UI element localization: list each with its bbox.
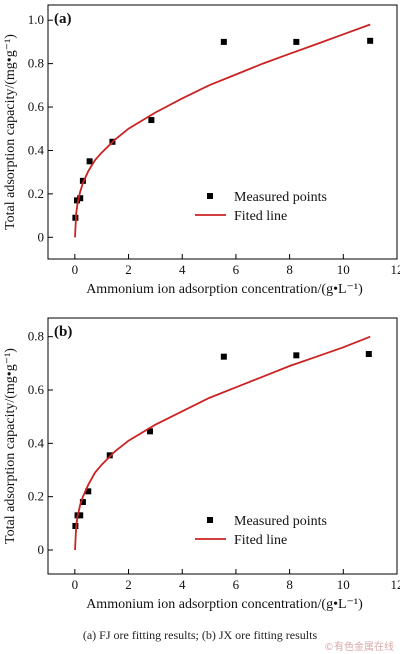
legend-point-swatch bbox=[207, 517, 213, 523]
panel-label: (b) bbox=[54, 324, 72, 340]
y-tick-label: 0.8 bbox=[28, 329, 44, 344]
legend-label: Fited line bbox=[234, 533, 287, 548]
measured-point bbox=[77, 512, 84, 519]
legend-label: Measured points bbox=[234, 514, 327, 529]
measured-point bbox=[293, 352, 300, 359]
x-tick-label: 4 bbox=[179, 577, 186, 592]
panel-label: (a) bbox=[54, 11, 72, 27]
x-tick-label: 10 bbox=[337, 577, 350, 592]
x-tick-label: 6 bbox=[233, 577, 240, 592]
x-axis-label: Ammonium ion adsorption concentration/(g… bbox=[86, 597, 363, 612]
x-tick-label: 2 bbox=[125, 577, 132, 592]
chart-panel-a: 0 2 4 6 8 10 12 0 0.2 0.4 0.6 0.8 1.0 Ammonium ion ad… bbox=[3, 4, 400, 297]
x-tick-label: 0 bbox=[72, 262, 79, 277]
measured-point bbox=[148, 117, 155, 124]
measured-point bbox=[85, 488, 92, 495]
measured-point bbox=[293, 38, 300, 45]
x-tick-label: 12 bbox=[391, 262, 400, 277]
y-tick-label: 0.6 bbox=[28, 382, 45, 397]
legend-label: Fited line bbox=[234, 209, 287, 224]
measured-point bbox=[367, 37, 374, 44]
legend-point-swatch bbox=[207, 193, 213, 199]
fitted-line bbox=[74, 335, 371, 551]
measured-point bbox=[79, 499, 86, 505]
y-tick-label: 0.2 bbox=[28, 489, 44, 504]
fitted-line bbox=[74, 23, 371, 238]
y-tick-label: 0.2 bbox=[28, 186, 44, 201]
x-axis-label: Ammonium ion adsorption concentration/(g… bbox=[86, 282, 363, 297]
measured-point bbox=[365, 351, 372, 357]
y-axis-label: Total adsorption capacity/(mg•g⁻¹) bbox=[3, 348, 18, 544]
y-axis-label: Total adsorption capacity/(mg•g⁻¹) bbox=[3, 34, 18, 230]
measured-point bbox=[147, 428, 154, 435]
legend-label: Measured points bbox=[234, 190, 327, 205]
x-tick-label: 0 bbox=[72, 577, 79, 592]
measured-point bbox=[220, 353, 227, 360]
x-tick-label: 8 bbox=[286, 577, 293, 592]
figure-caption: (a) FJ ore fitting results; (b) JX ore f… bbox=[82, 628, 318, 642]
y-tick-label: 0.6 bbox=[28, 99, 45, 114]
y-tick-label: 1.0 bbox=[28, 12, 44, 27]
x-tick-label: 10 bbox=[337, 262, 350, 277]
measured-point bbox=[220, 38, 227, 45]
x-tick-label: 12 bbox=[391, 577, 400, 592]
measured-point bbox=[106, 452, 113, 459]
measured-point bbox=[77, 195, 84, 202]
x-tick-label: 8 bbox=[286, 262, 293, 277]
y-tick-label: 0.4 bbox=[28, 142, 45, 157]
plot-frame bbox=[47, 4, 398, 260]
y-tick-label: 0.4 bbox=[28, 435, 45, 450]
y-tick-label: 0.8 bbox=[28, 56, 44, 71]
x-tick-label: 2 bbox=[125, 262, 132, 277]
plot-frame bbox=[47, 317, 398, 575]
y-tick-label: 0 bbox=[38, 229, 45, 244]
chart-panel-b: 0 2 4 6 8 10 12 0 0.2 0.4 0.6 0.8 Ammonium ion adsor… bbox=[3, 317, 400, 612]
x-tick-label: 6 bbox=[233, 262, 240, 277]
measured-point bbox=[86, 158, 93, 165]
measured-point bbox=[73, 197, 80, 204]
watermark: ©有色金属在线 bbox=[324, 642, 394, 653]
y-tick-label: 0 bbox=[38, 542, 45, 557]
x-tick-label: 4 bbox=[179, 262, 186, 277]
